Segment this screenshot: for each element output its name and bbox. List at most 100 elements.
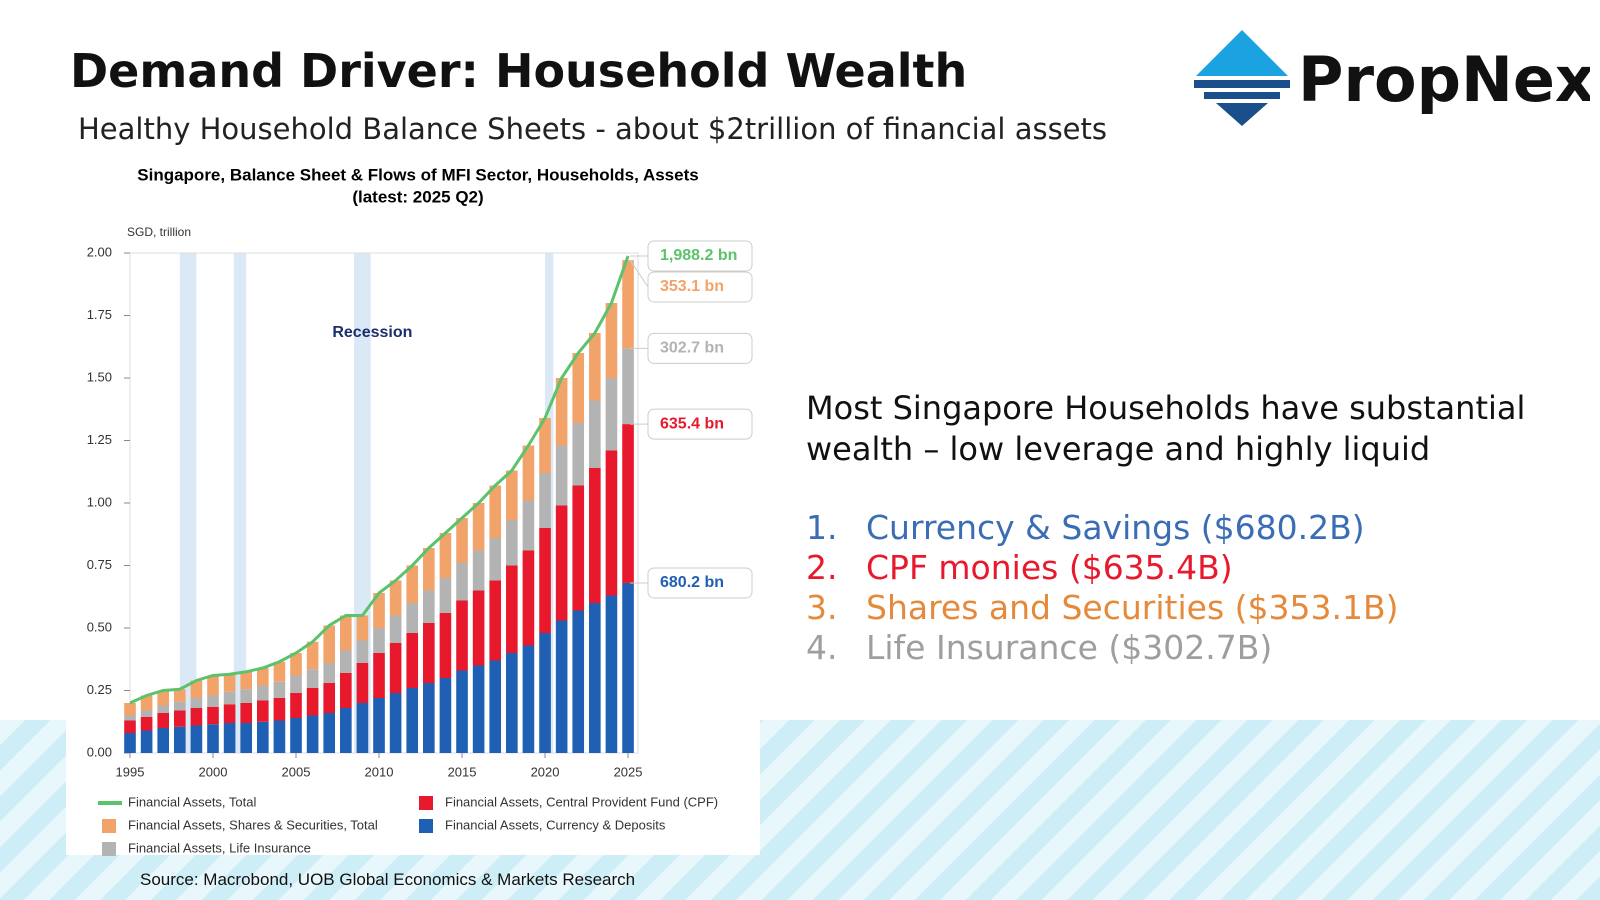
x-tick-label: 2010 [365,764,394,779]
bar-segment [605,378,618,451]
x-tick-label: 2015 [448,764,477,779]
bar-segment [240,689,253,703]
bar-segment [489,538,502,581]
bar-segment [340,615,352,651]
bar-segment [323,683,336,713]
list: 1. Currency & Savings ($680.2B) 2. CPF moni… [806,508,1398,668]
list-number: 4. [806,628,838,667]
bar-segment [290,693,302,718]
bar-segment [306,688,319,716]
chart: Singapore, Balance Sheet & Flows of MFI … [87,165,753,856]
bar-segment [240,723,253,753]
bar-segment [306,715,319,753]
bar-segment [572,485,585,611]
bar-segment [356,663,369,703]
bar-segment [323,713,336,753]
bar-segment [622,348,634,425]
bar-segment [572,353,585,423]
end-callout: 302.7 bn [630,332,753,364]
bar-segment [373,698,385,753]
bar-segment [439,533,452,578]
bar-segment [423,590,435,623]
bar-segment [389,643,402,693]
recession-band [179,253,197,753]
y-tick-label: 0.75 [87,557,112,572]
bar-segment [489,660,502,753]
logo-mark [1204,92,1280,99]
legend-label: Financial Assets, Central Provident Fund… [445,794,718,809]
x-tick-label: 1995 [116,764,145,779]
bar-segment [340,708,352,753]
bar-segment [273,681,286,698]
bar-segment [472,590,485,666]
bar-segment [572,610,585,753]
bar-segment [555,620,568,753]
chart-subtitle: (latest: 2025 Q2) [352,187,483,206]
total-line [129,255,630,705]
y-tick-label: 0.25 [87,682,112,697]
callout-box [647,240,753,272]
list-number: 3. [806,588,838,627]
bar-segment [555,505,568,621]
bar-segment [456,600,468,671]
logo-text: PropNex [1298,43,1590,116]
bar-segment [290,675,302,693]
bar-segment [389,580,402,616]
bar-segment [290,653,302,676]
bar-segment [140,716,153,731]
bar-segment [257,700,269,722]
bar-segment [140,730,153,753]
bar-segment [622,260,634,349]
bar-segment [124,720,136,733]
commentary: Most Singapore Households have substanti… [806,389,1526,468]
bar-segment [472,503,485,551]
legend-label: Financial Assets, Life Insurance [128,840,311,855]
bar-segment [423,683,435,753]
bar-segment [190,698,203,708]
bar-segment [340,673,352,708]
bar-segment [257,668,269,686]
end-label: 302.7 bn [660,340,724,357]
bar-segment [589,603,601,753]
recession-band [233,253,247,753]
bar-segment [439,678,452,753]
bar-segment [605,303,618,378]
bar-segment [356,640,369,663]
bar-segment [522,550,535,646]
bar-segment [207,675,219,696]
end-callout: 1,988.2 bn [630,240,753,272]
bar-segment [207,724,219,753]
bar-segment [423,548,435,591]
bar-segment [157,690,170,706]
bar-segment [522,500,535,551]
list-text: CPF monies ($635.4B) [866,548,1233,587]
bar-segment [506,653,518,753]
bar-segment [506,565,518,653]
slide-title: Demand Driver: Household Wealth [70,44,968,98]
bar-segment [589,468,601,603]
bar-segment [140,695,153,711]
bar-segment [555,445,568,506]
end-label: 1,988.2 bn [660,247,737,264]
legend-swatch [102,842,116,856]
bar-segment [173,726,186,753]
bar-segment [124,715,136,721]
list-item: 4. Life Insurance ($302.7B) [806,628,1398,668]
bar-segment [622,582,634,753]
bar-segment [539,633,551,753]
logo-mark [1194,80,1290,88]
bar-segment [356,615,369,641]
bar-segment [223,674,236,692]
bar-segment [190,680,203,698]
x-tick-label: 2025 [614,764,643,779]
bar-segment [472,550,485,591]
bar-segment [173,701,186,711]
bar-segment [257,721,269,753]
bar-segment [389,615,402,643]
slide-subtitle: Healthy Household Balance Sheets - about… [78,112,1108,146]
bar-segment [124,703,136,716]
bar-segment [257,685,269,701]
callout-box [647,332,753,364]
list-item: 1. Currency & Savings ($680.2B) [806,508,1398,548]
legend-label: Financial Assets, Currency & Deposits [445,817,666,832]
